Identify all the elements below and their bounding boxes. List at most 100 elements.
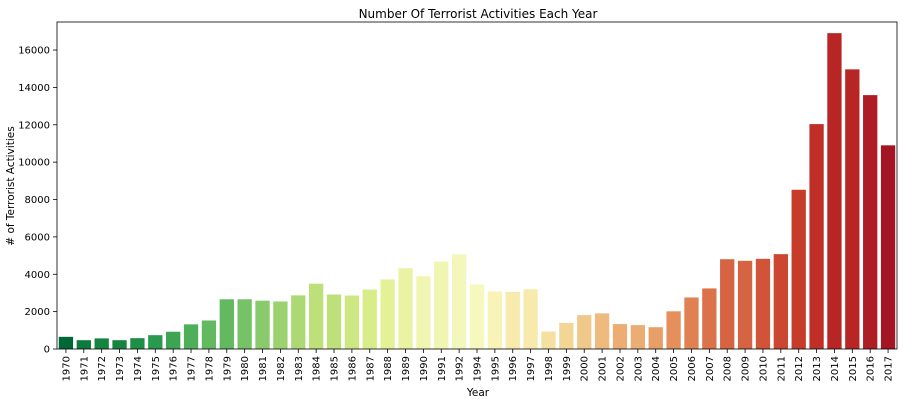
x-tick-label: 1972 [97, 356, 108, 381]
y-tick-label: 0 [44, 345, 50, 356]
bar-1991 [434, 261, 449, 349]
bar-1995 [487, 291, 503, 349]
x-tick-label: 1986 [347, 356, 358, 381]
bar-1985 [326, 294, 342, 349]
bar-1986 [344, 295, 360, 349]
bar-1977 [183, 324, 199, 349]
x-tick-label: 1981 [258, 356, 269, 381]
x-tick-label: 2010 [758, 356, 769, 381]
x-tick-label: 2006 [687, 356, 698, 381]
bar-1999 [559, 322, 574, 349]
y-tick-label: 14000 [18, 83, 50, 94]
x-tick-label: 1983 [294, 356, 305, 381]
x-tick-label: 1987 [365, 356, 376, 381]
bar-2012 [791, 189, 806, 349]
x-axis-label: Year [466, 387, 490, 399]
bar-1998 [541, 331, 556, 349]
x-tick-label: 1996 [508, 356, 519, 381]
x-tick-label: 1976 [169, 356, 180, 381]
bar-1983 [291, 295, 306, 349]
bar-1978 [201, 320, 217, 349]
bar-2014 [827, 33, 842, 350]
chart-title: Number Of Terrorist Activities Each Year [359, 7, 598, 21]
y-tick-label: 2000 [25, 307, 50, 318]
y-tick-label: 16000 [18, 46, 50, 57]
bar-2007 [702, 288, 717, 349]
bar-1975 [148, 335, 163, 349]
bar-2001 [594, 313, 610, 349]
bar-1989 [398, 268, 413, 349]
bar-1976 [166, 331, 181, 349]
x-tick-label: 2014 [830, 356, 841, 381]
x-tick-label: 1974 [133, 356, 144, 381]
x-tick-label: 1998 [544, 356, 555, 381]
x-tick-label: 2008 [723, 356, 734, 381]
y-tick-label: 8000 [25, 195, 50, 206]
x-tick-label: 2012 [794, 356, 805, 381]
bar-2000 [577, 315, 592, 349]
x-tick-label: 2013 [812, 356, 823, 381]
bar-1980 [237, 299, 252, 349]
y-axis-label: # of Terrorist Activities [5, 126, 17, 245]
x-tick-label: 1982 [276, 356, 287, 381]
x-tick-label: 2017 [884, 356, 895, 381]
bar-1987 [362, 289, 377, 349]
bar-2005 [666, 311, 681, 349]
x-tick-label: 1984 [312, 356, 323, 381]
bar-2004 [648, 327, 663, 349]
bar-1990 [416, 276, 431, 349]
x-tick-label: 2004 [651, 356, 662, 381]
x-tick-label: 2009 [741, 356, 752, 381]
x-tick-label: 2001 [598, 356, 609, 381]
bar-1981 [255, 300, 270, 349]
x-tick-label: 1971 [79, 356, 90, 381]
x-tick-label: 1995 [490, 356, 501, 381]
y-tick-label: 10000 [18, 158, 50, 169]
bar-1997 [523, 289, 538, 349]
bar-1994 [469, 284, 485, 349]
bar-2013 [809, 124, 824, 349]
bar-2009 [737, 260, 753, 349]
x-tick-label: 1990 [419, 356, 430, 381]
x-tick-label: 1977 [187, 356, 198, 381]
x-tick-label: 1985 [330, 356, 341, 381]
bar-1973 [112, 340, 127, 349]
x-tick-label: 2007 [705, 356, 716, 381]
x-tick-label: 1999 [562, 356, 573, 381]
x-tick-label: 1978 [204, 356, 215, 381]
bar-1979 [219, 299, 234, 349]
x-tick-label: 1989 [401, 356, 412, 381]
x-tick-label: 1992 [455, 356, 466, 381]
bar-1992 [451, 254, 467, 349]
y-tick-label: 12000 [18, 120, 50, 131]
x-tick-label: 1975 [151, 356, 162, 381]
x-tick-label: 2016 [866, 356, 877, 381]
bar-1972 [94, 338, 109, 349]
bar-2015 [845, 69, 860, 349]
bar-2016 [863, 95, 878, 349]
y-axis: 0 2000 4000 6000 8000 10000 12000 14000 16000 [18, 46, 57, 356]
bar-1988 [380, 279, 395, 349]
bar-2002 [612, 324, 628, 349]
bar-1984 [309, 283, 324, 349]
x-tick-label: 2002 [615, 356, 626, 381]
x-tick-label: 1988 [383, 356, 394, 381]
x-tick-label: 2015 [848, 356, 859, 381]
bar-2008 [720, 259, 735, 349]
x-tick-label: 1979 [222, 356, 233, 381]
bars [58, 33, 896, 350]
x-tick-label: 1980 [240, 356, 251, 381]
plot-frame [56, 21, 898, 350]
bar-1971 [76, 340, 91, 349]
x-tick-label: 2003 [633, 356, 644, 381]
bar-1974 [130, 338, 145, 349]
bar-2003 [630, 325, 645, 349]
bar-2010 [755, 258, 771, 349]
x-tick-label: 1970 [61, 356, 72, 381]
bar-1970 [58, 336, 74, 349]
bar-2006 [684, 297, 699, 349]
x-tick-label: 2005 [669, 356, 680, 381]
bar-1996 [505, 291, 520, 349]
x-tick-label: 2000 [580, 356, 591, 381]
